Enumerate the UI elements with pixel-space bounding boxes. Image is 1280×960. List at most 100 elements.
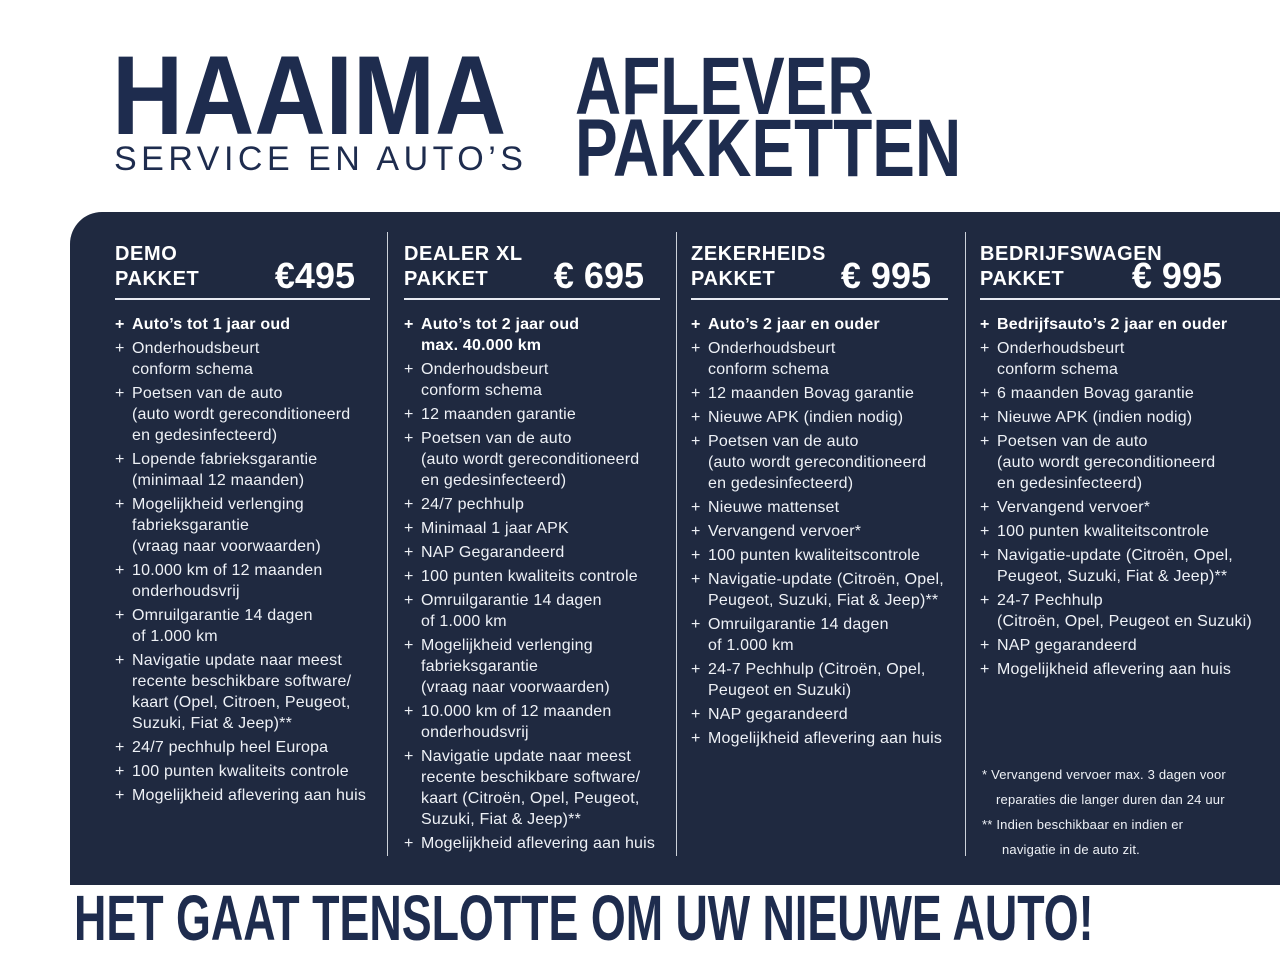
package-item-text: Mogelijkheid verlenging fabrieksgarantie…	[421, 637, 610, 696]
package-item: + NAP Gegarandeerd	[404, 542, 676, 563]
package-item-text: Navigatie-update (Citroën, Opel, Peugeot…	[997, 547, 1233, 585]
package-item-text: Navigatie update naar meest recente besc…	[421, 748, 641, 828]
package-item: + Nieuwe APK (indien nodig)	[980, 407, 1280, 428]
plus-icon: +	[691, 706, 701, 723]
package-item: +24/7 pechhulp heel Europa	[115, 737, 387, 758]
package-item: + Mogelijkheid aflevering aan huis	[980, 659, 1280, 680]
plus-icon: +	[404, 592, 414, 609]
package-item: + Minimaal 1 jaar APK	[404, 518, 676, 539]
plus-icon: +	[980, 523, 990, 540]
package-item: + Navigatie update naar meest recente bes…	[404, 746, 676, 830]
plus-icon: +	[691, 340, 701, 357]
package-item: + Poetsen van de auto (auto wordt gerecon…	[115, 383, 387, 446]
package-item-list: + Auto’s 2 jaar en ouder + Onderhoudsbeurt …	[691, 314, 965, 749]
package-header: ZEKERHEIDS PAKKET € 995	[691, 242, 931, 294]
plus-icon: +	[404, 568, 414, 585]
plus-icon: +	[404, 316, 414, 333]
plus-icon: +	[115, 562, 125, 579]
package-item-text: Mogelijkheid aflevering aan huis	[708, 730, 943, 747]
package-item-text: Nieuwe APK (indien nodig)	[997, 409, 1193, 426]
package-item-list: + Auto’s tot 2 jaar oud max. 40.000 km + On…	[404, 314, 676, 854]
plus-icon: +	[691, 730, 701, 747]
package-item-text: NAP gegarandeerd	[997, 637, 1137, 654]
plus-icon: +	[404, 703, 414, 720]
package-item: +100 punten kwaliteits controle	[404, 566, 676, 587]
package-item-text: 24-7 Pechhulp (Citroën, Opel, Peugeot en…	[997, 592, 1252, 630]
plus-icon: +	[691, 571, 701, 588]
header-rule	[980, 298, 1280, 300]
package-item: + Auto’s 2 jaar en ouder	[691, 314, 965, 335]
package-column-zekerheids: ZEKERHEIDS PAKKET € 995 + Auto’s 2 jaar e…	[691, 242, 965, 752]
plus-icon: +	[980, 637, 990, 654]
column-divider	[387, 232, 388, 856]
package-item: + NAP gegarandeerd	[691, 704, 965, 725]
package-item: + Nieuwe APK (indien nodig)	[691, 407, 965, 428]
package-item: +24/7 pechhulp	[404, 494, 676, 515]
brand-tagline: SERVICE EN AUTO’S	[114, 140, 528, 178]
package-item-text: Poetsen van de auto (auto wordt gerecond…	[997, 433, 1216, 492]
packages-panel: DEMO PAKKET €495 + Auto’s tot 1 jaar oud +…	[70, 212, 1280, 885]
plus-icon: +	[115, 451, 125, 468]
package-price: € 995	[1131, 255, 1222, 296]
package-item: + Onderhoudsbeurt conform schema	[404, 359, 676, 401]
package-item: +6 maanden Bovag garantie	[980, 383, 1280, 404]
package-item: + Onderhoudsbeurt conform schema	[691, 338, 965, 380]
package-item: + Onderhoudsbeurt conform schema	[115, 338, 387, 380]
package-item: + Vervangend vervoer*	[980, 497, 1280, 518]
plus-icon: +	[980, 499, 990, 516]
package-item: + Bedrijfsauto’s 2 jaar en ouder	[980, 314, 1280, 335]
package-item: +12 maanden garantie	[404, 404, 676, 425]
package-item-text: 100 punten kwaliteitscontrole	[997, 523, 1210, 540]
plus-icon: +	[980, 316, 990, 333]
package-header: BEDRIJFSWAGEN PAKKET € 995	[980, 242, 1222, 296]
plus-icon: +	[404, 520, 414, 537]
package-item-text: Onderhoudsbeurt conform schema	[997, 340, 1125, 378]
package-item-text: Omruilgarantie 14 dagen of 1.000 km	[421, 592, 602, 630]
package-item: + Omruilgarantie 14 dagen of 1.000 km	[691, 614, 965, 656]
package-item: + Navigatie-update (Citroën, Opel, Peugeo…	[691, 569, 965, 611]
package-item-text: Poetsen van de auto (auto wordt gerecond…	[132, 385, 351, 444]
page-title: AFLEVER PAKKETTEN	[575, 41, 962, 194]
plus-icon: +	[980, 661, 990, 678]
package-item-text: NAP gegarandeerd	[708, 706, 848, 723]
header-rule	[115, 298, 370, 300]
plus-icon: +	[691, 409, 701, 426]
header-rule	[691, 298, 948, 300]
package-item: + Mogelijkheid aflevering aan huis	[404, 833, 676, 854]
plus-icon: +	[980, 592, 990, 609]
package-item: +10.000 km of 12 maanden onderhoudsvrij	[115, 560, 387, 602]
plus-icon: +	[115, 385, 125, 402]
package-item-text: 6 maanden Bovag garantie	[997, 385, 1194, 402]
package-item-text: Mogelijkheid aflevering aan huis	[132, 787, 367, 804]
package-name: BEDRIJFSWAGEN PAKKET	[980, 243, 1163, 290]
package-item: + Poetsen van de auto (auto wordt gerecon…	[404, 428, 676, 491]
plus-icon: +	[404, 748, 414, 765]
package-item-text: 24/7 pechhulp	[421, 496, 525, 513]
package-column-bedrijfswagen: BEDRIJFSWAGEN PAKKET € 995 + Bedrijfsauto…	[980, 242, 1280, 683]
plus-icon: +	[691, 523, 701, 540]
plus-icon: +	[691, 661, 701, 678]
package-name: DEMO PAKKET	[115, 243, 200, 290]
footnote-vervangend-vervoer: * Vervangend vervoer max. 3 dagen voor r…	[982, 767, 1226, 807]
package-item-text: Omruilgarantie 14 dagen of 1.000 km	[708, 616, 889, 654]
column-divider	[676, 232, 677, 856]
package-item-text: 10.000 km of 12 maanden onderhoudsvrij	[421, 703, 612, 741]
package-item: +24-7 Pechhulp (Citroën, Opel, Peugeot e…	[691, 659, 965, 701]
column-divider	[965, 232, 966, 856]
package-item-text: Bedrijfsauto’s 2 jaar en ouder	[997, 316, 1228, 333]
package-column-demo: DEMO PAKKET €495 + Auto’s tot 1 jaar oud +…	[115, 242, 387, 809]
package-item: + Nieuwe mattenset	[691, 497, 965, 518]
plus-icon: +	[691, 499, 701, 516]
plus-icon: +	[404, 835, 414, 852]
package-item-text: 12 maanden garantie	[421, 406, 577, 423]
package-item-text: Mogelijkheid aflevering aan huis	[997, 661, 1232, 678]
plus-icon: +	[404, 544, 414, 561]
package-item: +100 punten kwaliteitscontrole	[980, 521, 1280, 542]
package-item: +100 punten kwaliteitscontrole	[691, 545, 965, 566]
package-item-text: Nieuwe mattenset	[708, 499, 840, 516]
package-item: + Omruilgarantie 14 dagen of 1.000 km	[115, 605, 387, 647]
plus-icon: +	[691, 547, 701, 564]
package-item: + Mogelijkheid aflevering aan huis	[115, 785, 387, 806]
package-item: +100 punten kwaliteits controle	[115, 761, 387, 782]
